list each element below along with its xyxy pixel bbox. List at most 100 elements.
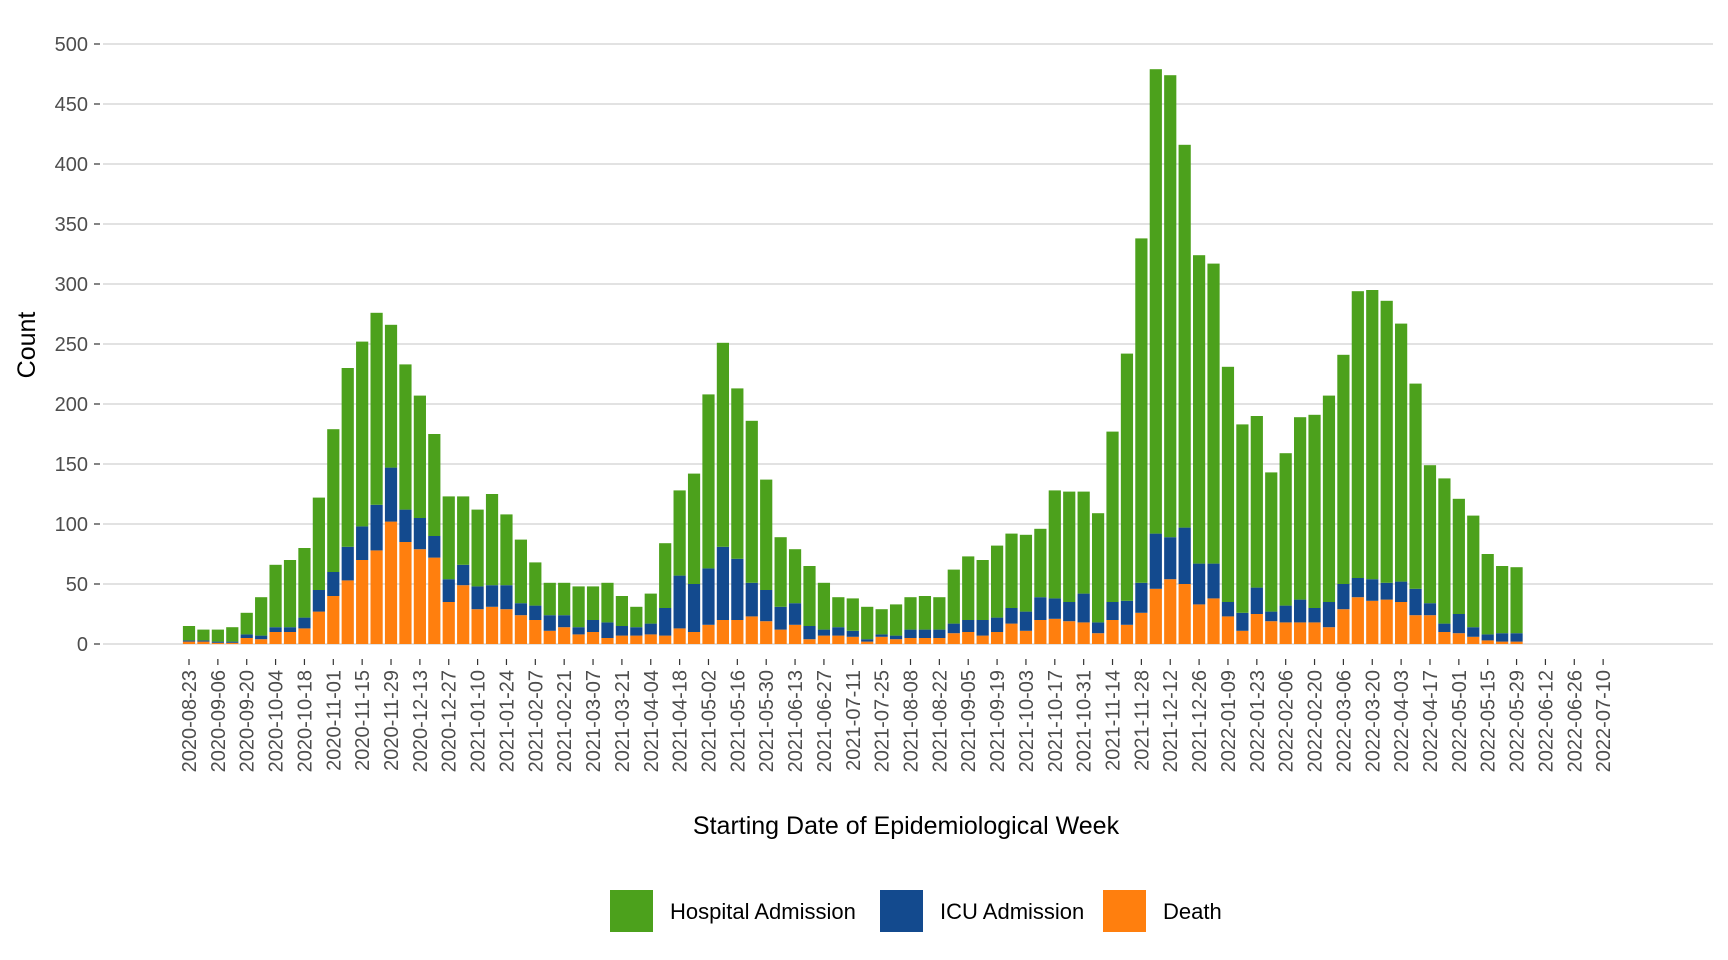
bar-death <box>962 632 975 644</box>
x-tick-label: 2021-11-14 <box>1103 670 1125 771</box>
bar-icu-admission <box>832 627 845 636</box>
bar-death <box>1106 620 1119 644</box>
bar-death <box>644 634 657 644</box>
bar-death <box>1423 615 1437 644</box>
bar-icu-admission <box>875 634 888 637</box>
bar-hospital-admission <box>500 514 513 586</box>
bar-hospital-admission <box>1294 417 1307 600</box>
bar-icu-admission <box>976 620 989 636</box>
bar-icu-admission <box>1510 633 1523 642</box>
bar-icu-admission <box>240 634 253 638</box>
bar-hospital-admission <box>1452 498 1465 614</box>
bar-death <box>558 627 571 644</box>
x-tick-label: 2021-05-02 <box>698 670 720 772</box>
bar-death <box>1279 622 1292 644</box>
x-tick-label: 2021-11-28 <box>1131 670 1153 771</box>
bar-death <box>1308 622 1321 644</box>
bar-death <box>255 639 268 644</box>
bar-death <box>529 620 542 644</box>
bar-hospital-admission <box>1308 414 1321 608</box>
bar-icu-admission <box>1438 623 1451 632</box>
bar-death <box>659 635 672 644</box>
bar-death <box>933 638 946 644</box>
bar-hospital-admission <box>543 582 556 616</box>
x-tick-label: 2021-09-19 <box>987 670 1009 772</box>
bar-icu-admission <box>817 629 831 636</box>
bar-death <box>760 621 773 644</box>
bar-hospital-admission <box>370 312 383 505</box>
x-tick-label: 2021-02-07 <box>525 670 547 772</box>
bar-icu-admission <box>1279 605 1292 623</box>
bar-death <box>875 636 888 644</box>
bar-death <box>485 606 499 644</box>
bar-hospital-admission <box>1063 491 1076 602</box>
x-tick-label: 2022-01-09 <box>1218 670 1240 772</box>
bar-death <box>1337 609 1350 644</box>
bar-hospital-admission <box>601 582 614 623</box>
x-tick-label: 2021-08-22 <box>929 670 951 772</box>
bar-icu-admission <box>1294 599 1307 623</box>
x-tick-label: 2022-02-06 <box>1276 670 1298 772</box>
bar-death <box>1351 597 1364 644</box>
x-tick-label: 2021-06-13 <box>785 670 807 772</box>
bar-death <box>1120 624 1134 644</box>
y-tick-label: 500 <box>55 34 88 56</box>
bar-hospital-admission <box>976 560 989 620</box>
bar-icu-admission <box>644 623 657 635</box>
x-tick-label: 2021-03-07 <box>583 670 605 772</box>
x-tick-label: 2020-10-04 <box>266 670 288 772</box>
bar-hospital-admission <box>760 479 773 590</box>
bar-death <box>601 638 614 644</box>
bar-hospital-admission <box>817 582 831 630</box>
bar-hospital-admission <box>1366 290 1379 580</box>
bar-hospital-admission <box>716 342 730 547</box>
bar-hospital-admission <box>1019 534 1033 612</box>
bar-hospital-admission <box>644 593 657 624</box>
bar-hospital-admission <box>1322 395 1336 602</box>
bar-hospital-admission <box>745 420 758 583</box>
bar-death <box>1149 588 1162 644</box>
bar-icu-admission <box>1236 612 1249 631</box>
x-tick-label: 2021-12-26 <box>1189 670 1211 772</box>
bar-icu-admission <box>1091 622 1105 634</box>
bar-death <box>803 639 816 644</box>
bar-death <box>1193 604 1206 644</box>
bar-icu-admission <box>1351 578 1364 598</box>
bar-hospital-admission <box>1106 431 1119 602</box>
bar-hospital-admission <box>356 341 369 527</box>
bar-icu-admission <box>687 584 701 632</box>
bar-icu-admission <box>716 546 730 620</box>
bar-hospital-admission <box>875 609 888 635</box>
bar-icu-admission <box>846 630 859 637</box>
bar-hospital-admission <box>673 490 686 576</box>
bar-hospital-admission <box>283 560 297 628</box>
bar-hospital-admission <box>1091 513 1105 623</box>
bar-icu-admission <box>471 586 484 610</box>
bar-hospital-admission <box>255 597 268 636</box>
bar-death <box>1063 621 1076 644</box>
x-tick-label: 2020-11-29 <box>381 670 403 771</box>
bar-death <box>832 635 845 644</box>
bar-icu-admission <box>182 640 196 642</box>
x-tick-label: 2021-06-27 <box>814 670 836 772</box>
bar-hospital-admission <box>442 496 455 580</box>
bar-icu-admission <box>1221 602 1235 617</box>
bar-hospital-admission <box>1496 566 1509 634</box>
bar-icu-admission <box>255 635 268 640</box>
bar-icu-admission <box>1135 582 1148 613</box>
x-tick-label: 2021-07-25 <box>872 670 894 772</box>
bar-hospital-admission <box>1120 353 1134 601</box>
bar-hospital-admission <box>962 556 975 620</box>
bar-hospital-admission <box>615 596 628 626</box>
x-tick-label: 2021-03-21 <box>612 670 634 772</box>
bar-icu-admission <box>630 627 643 636</box>
y-tick-label: 150 <box>55 454 88 476</box>
x-tick-label: 2020-12-13 <box>410 670 432 772</box>
bar-icu-admission <box>586 620 600 632</box>
bar-death <box>846 636 859 644</box>
bar-icu-admission <box>889 635 903 640</box>
x-tick-label: 2022-01-23 <box>1247 670 1269 772</box>
bar-death <box>572 634 585 644</box>
bar-hospital-admission <box>1467 515 1480 628</box>
